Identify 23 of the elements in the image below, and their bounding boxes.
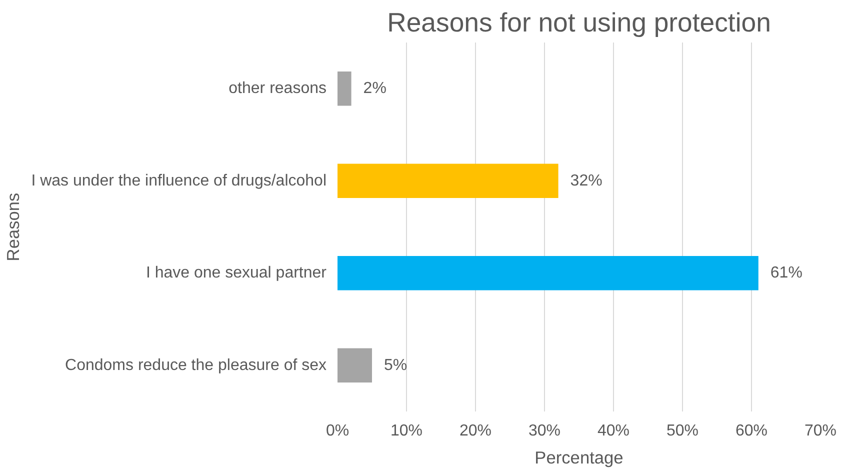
x-tick-label: 30% (528, 422, 561, 440)
x-tick-label: 70% (804, 422, 837, 440)
x-axis-title: Percentage (534, 448, 624, 468)
x-tick-label: 20% (459, 422, 492, 440)
y-tick-label: I was under the influence of drugs/alcohol (31, 172, 326, 190)
chart-title: Reasons for not using protection (387, 8, 771, 38)
x-tick-label: 40% (597, 422, 630, 440)
bar (338, 256, 758, 290)
x-tick-label: 10% (390, 422, 423, 440)
bar (338, 348, 372, 382)
data-label: 2% (363, 80, 386, 98)
bar (338, 164, 558, 198)
y-tick-label: other reasons (228, 80, 327, 98)
data-label: 5% (384, 356, 408, 374)
x-tick-label: 50% (666, 422, 699, 440)
y-tick-label: I have one sexual partner (146, 264, 328, 282)
x-tick-label: 60% (735, 422, 768, 440)
data-label: 61% (770, 264, 802, 282)
y-tick-label: Condoms reduce the pleasure of sex (65, 356, 326, 374)
data-label: 32% (570, 172, 602, 190)
y-axis-title: Reasons (3, 192, 24, 262)
bar (338, 72, 352, 106)
x-tick-label: 0% (326, 422, 350, 440)
